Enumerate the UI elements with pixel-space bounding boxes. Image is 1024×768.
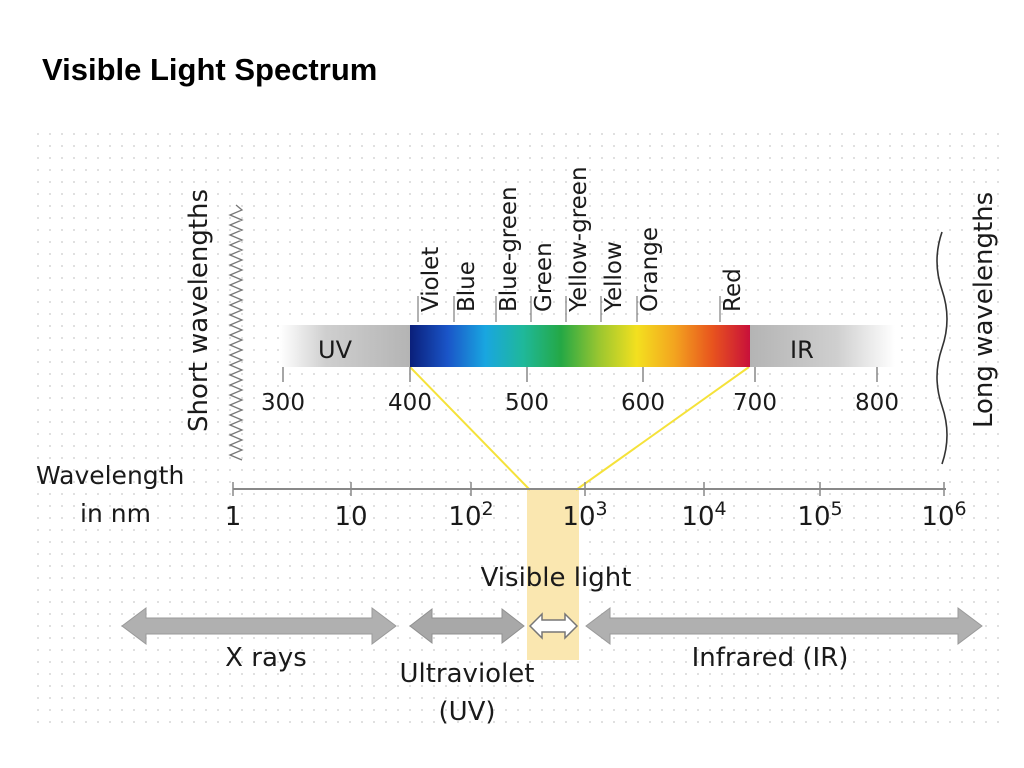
color-band-labels: Violet Blue Blue-green Green Yellow-green Yel… xyxy=(417,166,746,322)
wavelength-axis-ticks: 1 10 102 103 104 105 106 xyxy=(225,482,967,532)
wavelength-unit-label: in nm xyxy=(80,499,151,528)
nm-tick-label-2: 500 xyxy=(505,390,549,416)
ultraviolet-label: Ultraviolet xyxy=(399,659,534,689)
nm-tick-label-4: 700 xyxy=(733,390,777,416)
ir-band xyxy=(750,325,895,367)
visible-connector-left xyxy=(409,366,531,491)
color-band-label-7: Red xyxy=(720,268,746,312)
xrays-label: X rays xyxy=(225,643,307,673)
nm-tick-label-1: 400 xyxy=(388,390,432,416)
nm-tick-label-0: 300 xyxy=(261,390,305,416)
short-wave-squiggle-icon xyxy=(228,204,244,461)
color-band-label-1: Blue xyxy=(454,261,480,312)
uv-range-arrow xyxy=(409,607,525,645)
color-band-label-3: Green xyxy=(531,242,557,312)
wavelength-label: Wavelength xyxy=(36,461,184,490)
visible-light-label: Visible light xyxy=(481,563,632,593)
nm-tick-labels: 300 400 500 600 700 800 xyxy=(261,367,899,416)
ultraviolet-abbrev-label: (UV) xyxy=(438,697,495,727)
color-band-label-6: Orange xyxy=(637,227,663,312)
long-wave-squiggle-icon xyxy=(936,231,948,465)
xrays-range-arrow xyxy=(121,607,397,645)
axis-tick-label-0: 1 xyxy=(225,502,242,532)
infrared-label: Infrared (IR) xyxy=(692,643,849,673)
color-band-label-4: Yellow-green xyxy=(566,166,592,313)
nm-tick-label-5: 800 xyxy=(855,390,899,416)
visible-range-arrow xyxy=(528,612,579,640)
axis-tick-label-2: 102 xyxy=(448,498,493,532)
color-band-label-0: Violet xyxy=(418,247,444,312)
visible-connector-right xyxy=(575,366,750,491)
long-wavelengths-label: Long wavelengths xyxy=(969,192,999,428)
short-wavelengths-label: Short wavelengths xyxy=(184,189,214,432)
ir-range-arrow xyxy=(585,607,983,645)
axis-tick-label-4: 104 xyxy=(681,498,726,532)
uv-band xyxy=(280,325,410,367)
ir-band-label: IR xyxy=(790,336,814,364)
nm-tick-label-3: 600 xyxy=(621,390,665,416)
visible-spectrum-bar xyxy=(410,325,750,367)
axis-tick-label-6: 106 xyxy=(921,498,966,532)
axis-tick-label-3: 103 xyxy=(562,498,607,532)
color-band-label-2: Blue-green xyxy=(496,186,522,312)
axis-tick-label-5: 105 xyxy=(797,498,842,532)
slide-title: Visible Light Spectrum xyxy=(42,52,378,87)
axis-tick-label-1: 10 xyxy=(334,502,367,532)
color-band-label-5: Yellow xyxy=(601,241,627,313)
uv-band-label: UV xyxy=(318,336,353,364)
